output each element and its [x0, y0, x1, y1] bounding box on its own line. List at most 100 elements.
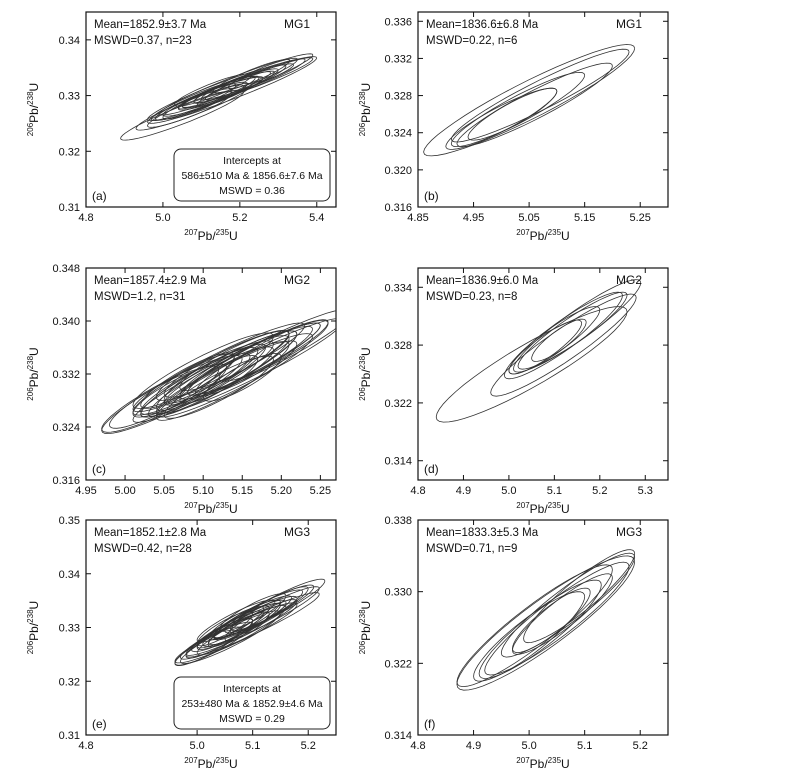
- axis-title-part: U: [229, 229, 238, 243]
- mswd-text: MSWD=0.71, n=9: [426, 543, 517, 555]
- axis-title-part: 207: [516, 756, 530, 765]
- intercepts-line: Intercepts at: [223, 155, 281, 167]
- plot-area: 180018101820183018401850: [0, 0, 636, 691]
- age-marker: [0, 0, 2, 2]
- y-tick-label: 0.314: [384, 456, 412, 468]
- age-marker: [0, 0, 2, 2]
- plot-area: 1800182018401860: [0, 0, 642, 423]
- panel-letter: (f): [424, 717, 435, 731]
- error-ellipse: [212, 58, 291, 94]
- axis-title-part: 235: [216, 228, 230, 237]
- error-ellipse: [155, 330, 298, 411]
- age-marker: [0, 0, 2, 2]
- axis-title-part: U: [561, 229, 570, 243]
- x-axis-title: 207Pb/235U: [184, 501, 237, 516]
- age-marker: [0, 0, 2, 2]
- error-ellipse: [531, 318, 587, 362]
- age-marker: [0, 0, 2, 2]
- age-marker: [0, 0, 2, 2]
- axis-title-part: Pb/: [359, 369, 373, 388]
- age-marker: [0, 0, 2, 2]
- age-marker: [0, 0, 2, 2]
- x-tick-label: 5.05: [153, 485, 174, 497]
- error-ellipse: [445, 87, 558, 150]
- x-tick-label: 5.25: [630, 212, 651, 224]
- age-marker: [0, 0, 2, 2]
- x-axis-title: 207Pb/235U: [184, 756, 237, 768]
- axis-title-part: 238: [26, 91, 35, 105]
- axis-title-part: 206: [358, 122, 367, 136]
- sample-label: MG3: [616, 525, 642, 539]
- age-marker: [0, 0, 2, 2]
- y-tick-label: 0.348: [52, 263, 80, 275]
- plot-frame: [417, 11, 669, 208]
- y-tick-label: 0.34: [59, 569, 80, 581]
- error-ellipse: [227, 57, 298, 89]
- error-ellipse: [108, 365, 220, 429]
- error-ellipse: [473, 591, 586, 682]
- axis-title-part: 207: [516, 228, 530, 237]
- y-tick-label: 0.31: [59, 202, 80, 214]
- age-marker: [0, 0, 2, 2]
- y-tick-label: 0.332: [52, 369, 80, 381]
- error-ellipse: [155, 353, 235, 401]
- plot-area: 1800182018401860: [0, 0, 636, 157]
- x-tick-label: 5.15: [232, 485, 253, 497]
- axis-title-part: Pb/: [27, 369, 41, 388]
- age-marker: [0, 0, 2, 2]
- axis-title-part: U: [561, 502, 570, 516]
- error-ellipse: [450, 48, 630, 143]
- y-tick-label: 0.316: [52, 475, 80, 487]
- plot-frame: [417, 519, 669, 736]
- y-tick-label: 0.32: [59, 676, 80, 688]
- axis-title-part: Pb/: [198, 229, 217, 243]
- error-ellipse: [450, 71, 586, 148]
- error-ellipse: [456, 555, 636, 691]
- y-tick-label: 0.330: [384, 587, 412, 599]
- y-axis-title: 206Pb/238U: [358, 601, 373, 654]
- plot-area: 18001820184018601880: [0, 0, 318, 141]
- concordia-panel: 4.84.95.05.15.20.3140.3220.3300.33818001…: [0, 0, 669, 768]
- x-axis-title: 207Pb/235U: [516, 501, 569, 516]
- axis-title-part: Pb/: [27, 104, 41, 123]
- age-marker: [0, 0, 2, 2]
- age-marker: [0, 0, 2, 2]
- intercepts-line: 253±480 Ma & 1852.9±4.6 Ma: [181, 698, 322, 710]
- axis-title-part: 206: [358, 640, 367, 654]
- error-ellipse: [484, 561, 630, 676]
- x-tick-label: 5.2: [301, 740, 316, 752]
- axis-title-part: Pb/: [359, 622, 373, 641]
- age-marker: [0, 0, 2, 2]
- age-marker: [0, 0, 2, 2]
- error-ellipse: [523, 549, 636, 644]
- age-marker: [0, 0, 2, 2]
- axis-title-part: 207: [184, 228, 198, 237]
- y-tick-label: 0.35: [59, 515, 80, 527]
- axis-title-part: 206: [358, 387, 367, 401]
- axis-title-part: U: [359, 347, 373, 356]
- axis-title-part: 238: [358, 355, 367, 369]
- error-ellipse: [196, 605, 287, 656]
- y-tick-label: 0.33: [59, 91, 80, 103]
- x-tick-label: 4.95: [463, 212, 484, 224]
- x-tick-label: 5.4: [309, 212, 324, 224]
- axis-title-part: 235: [548, 501, 562, 510]
- axis-title-part: 206: [26, 640, 35, 654]
- age-marker: [0, 0, 2, 2]
- x-axis-title: 207Pb/235U: [516, 756, 569, 768]
- y-tick-label: 0.34: [59, 35, 80, 47]
- axis-title-part: U: [27, 601, 41, 610]
- age-marker: [0, 0, 2, 2]
- y-tick-label: 0.338: [384, 515, 412, 527]
- age-marker: [0, 0, 2, 2]
- y-tick-label: 0.320: [384, 165, 412, 177]
- axis-title-part: U: [359, 601, 373, 610]
- age-marker: [0, 0, 2, 2]
- y-tick-label: 0.336: [384, 16, 412, 28]
- error-ellipse: [456, 564, 613, 688]
- plot-area: 18001820184018601880: [0, 0, 326, 666]
- error-ellipse: [511, 573, 613, 655]
- error-ellipse: [174, 602, 298, 664]
- age-marker: [0, 0, 2, 2]
